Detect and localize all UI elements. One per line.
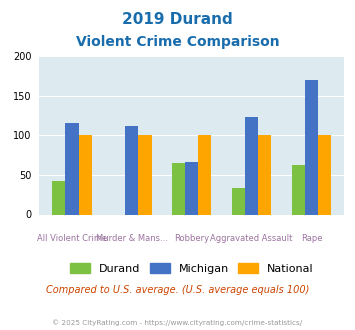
Text: Robbery: Robbery xyxy=(174,234,209,243)
Bar xyxy=(185,162,198,214)
Text: © 2025 CityRating.com - https://www.cityrating.com/crime-statistics/: © 2025 CityRating.com - https://www.city… xyxy=(53,319,302,326)
Text: 2019 Durand: 2019 Durand xyxy=(122,12,233,26)
Bar xyxy=(138,135,152,214)
Bar xyxy=(52,181,65,214)
Bar xyxy=(232,188,245,214)
Bar xyxy=(258,135,271,214)
Bar xyxy=(78,135,92,214)
Bar xyxy=(172,163,185,215)
Bar xyxy=(65,123,78,214)
Text: Murder & Mans...: Murder & Mans... xyxy=(96,234,168,243)
Bar xyxy=(198,135,212,214)
Text: Violent Crime Comparison: Violent Crime Comparison xyxy=(76,35,279,49)
Text: Rape: Rape xyxy=(301,234,322,243)
Bar xyxy=(318,135,331,214)
Text: Aggravated Assault: Aggravated Assault xyxy=(211,234,293,243)
Bar xyxy=(305,80,318,214)
Text: All Violent Crime: All Violent Crime xyxy=(37,234,107,243)
Text: Compared to U.S. average. (U.S. average equals 100): Compared to U.S. average. (U.S. average … xyxy=(46,285,309,295)
Bar xyxy=(125,126,138,214)
Bar xyxy=(292,165,305,215)
Bar xyxy=(245,117,258,214)
Legend: Durand, Michigan, National: Durand, Michigan, National xyxy=(66,259,317,279)
